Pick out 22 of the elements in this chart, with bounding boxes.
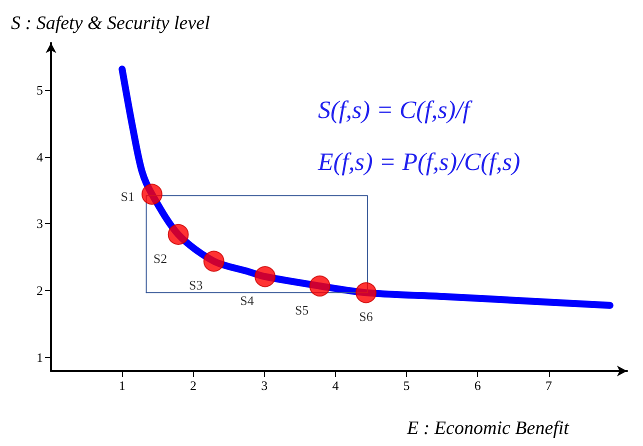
y-tick-label: 2 — [36, 283, 43, 298]
y-tick-label: 3 — [36, 216, 43, 232]
data-label: S5 — [294, 302, 309, 318]
x-axis-title: E : Economic Benefit — [406, 418, 570, 439]
x-tick-label: 7 — [546, 378, 553, 393]
data-label: S6 — [359, 309, 374, 324]
data-label: S3 — [188, 278, 203, 293]
x-tick-label: 4 — [332, 378, 340, 393]
data-label: S1 — [120, 188, 134, 204]
data-label: S4 — [240, 293, 254, 308]
y-tick-label: 1 — [36, 350, 43, 366]
x-tick-label: 5 — [403, 378, 410, 393]
data-label: S2 — [153, 250, 168, 266]
y-tick-label: 4 — [36, 149, 44, 164]
annotation: E(f,s) = P(f,s)/C(f,s) — [317, 149, 520, 176]
x-tick-label: 6 — [474, 378, 482, 393]
annotation: S(f,s) = C(f,s)/f — [318, 97, 473, 124]
x-tick-label: 1 — [118, 378, 126, 393]
x-tick-label: 3 — [261, 378, 268, 393]
y-tick-label: 5 — [36, 82, 43, 98]
x-tick-label: 2 — [190, 378, 196, 393]
y-axis-title: S : Safety & Security level — [11, 13, 210, 34]
